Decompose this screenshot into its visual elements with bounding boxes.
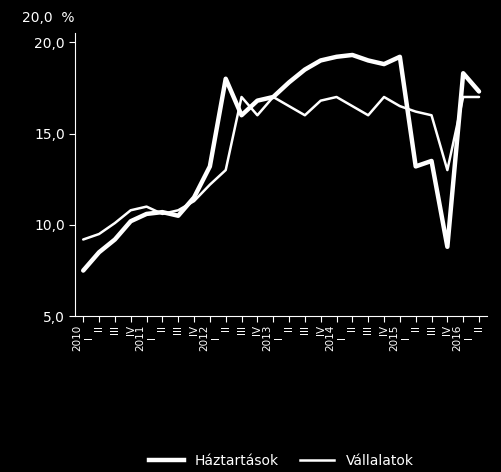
- Text: 20,0  %: 20,0 %: [22, 10, 74, 25]
- Legend: Háztartások, Vállalatok: Háztartások, Vállalatok: [143, 448, 418, 472]
